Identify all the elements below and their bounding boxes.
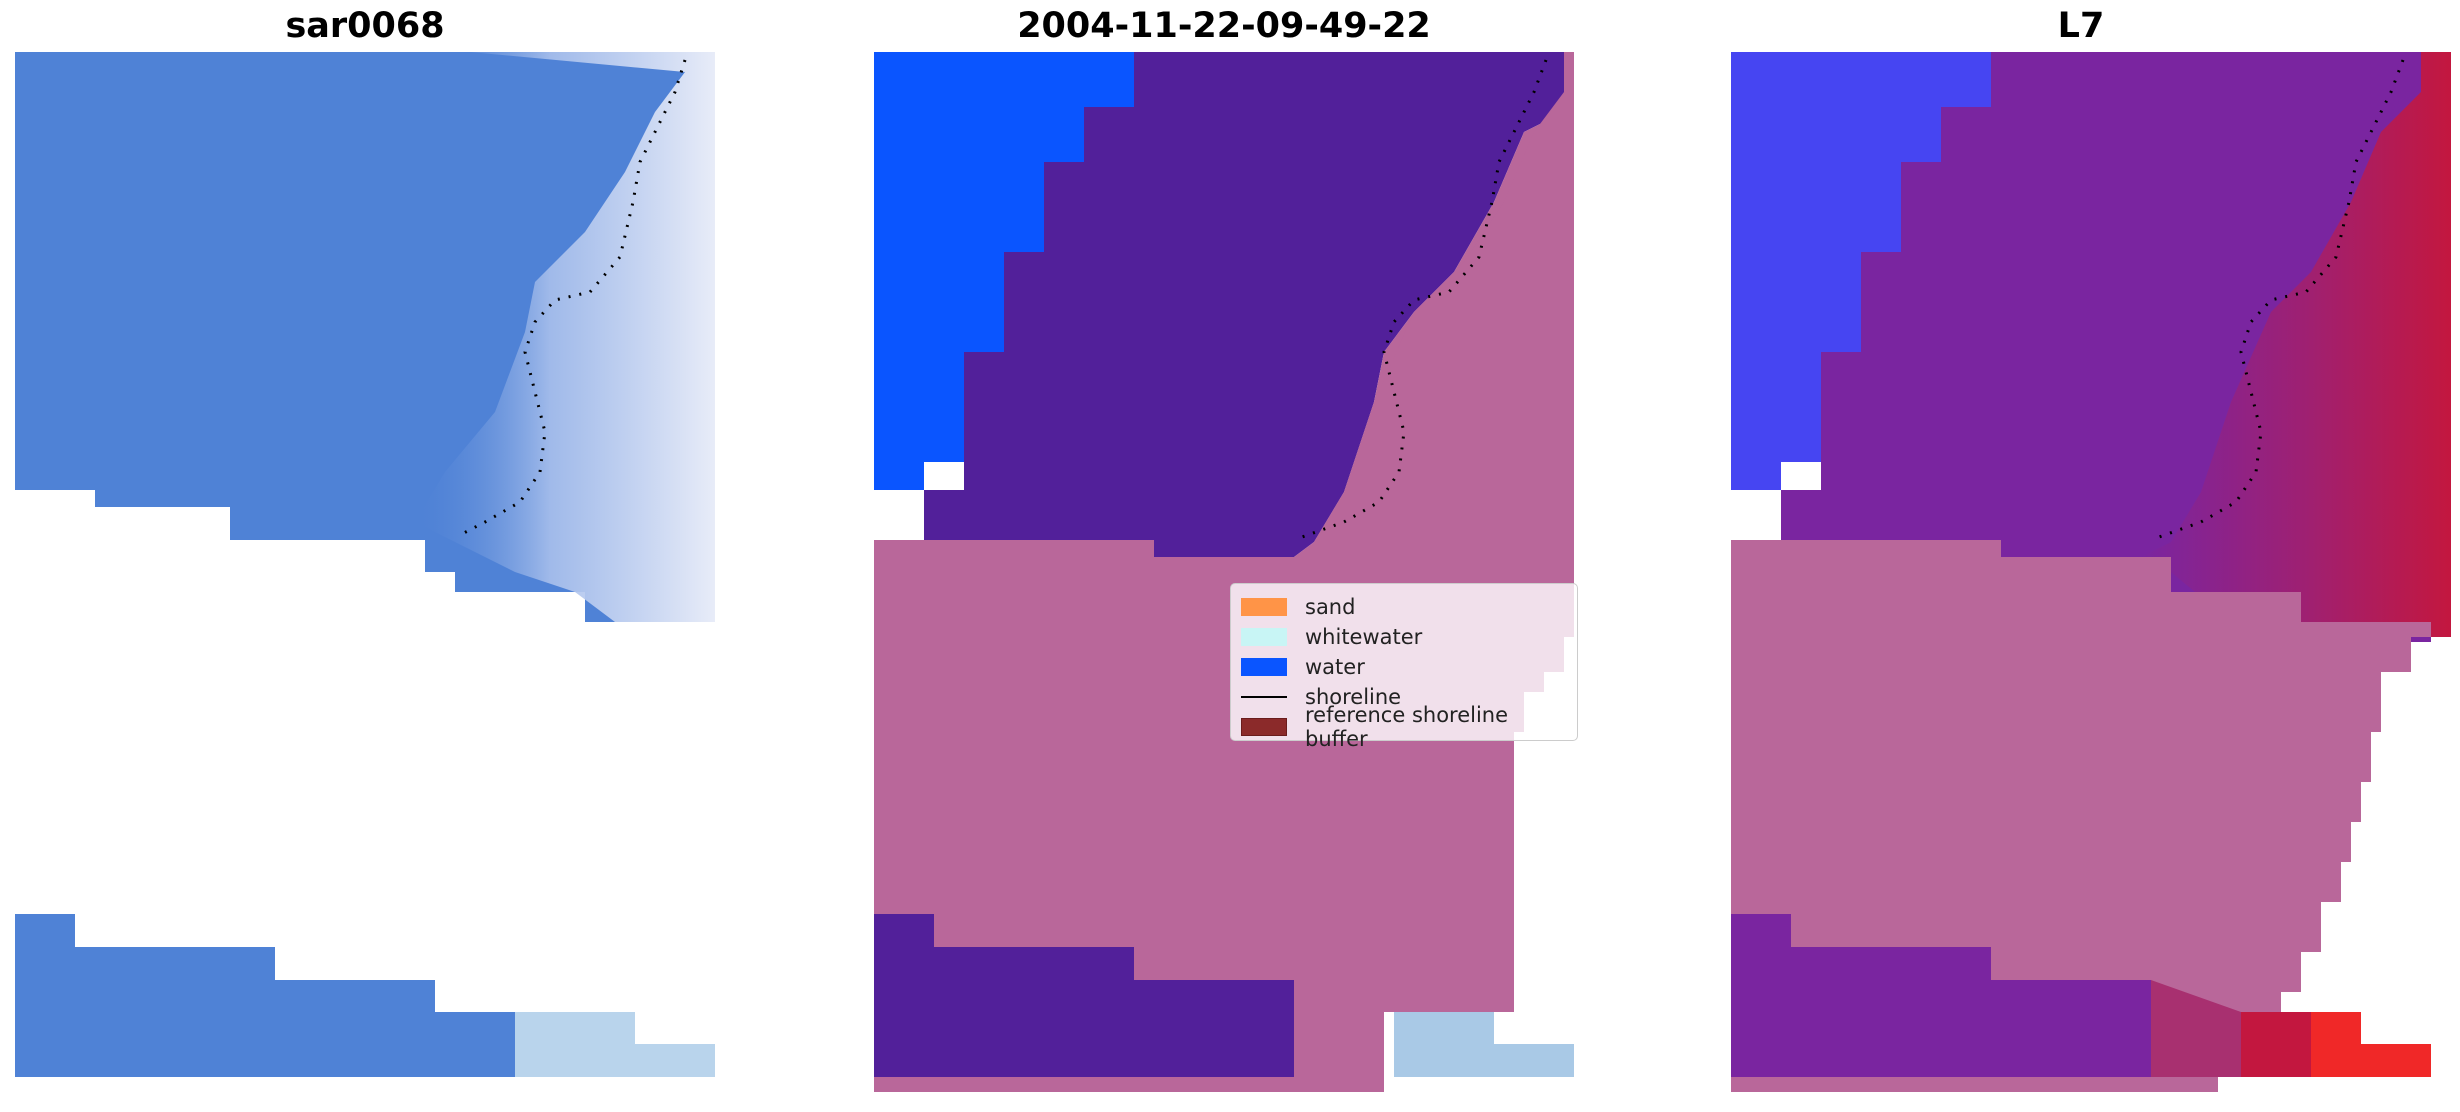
l7-lower-sea xyxy=(1731,914,2151,1077)
l7-index-panel xyxy=(1731,52,2451,1092)
legend-swatch-reference-buffer xyxy=(1241,718,1287,736)
l7-bottom-strip xyxy=(1731,1077,2218,1092)
legend-item-sand: sand xyxy=(1241,592,1567,622)
panel-title-rgb: sar0068 xyxy=(285,6,445,46)
legend-swatch-sand xyxy=(1241,598,1287,616)
class-land-overlay xyxy=(874,92,1574,1012)
legend-swatch-whitewater xyxy=(1241,628,1287,646)
classification-panel xyxy=(874,52,1574,1092)
legend-label-sand: sand xyxy=(1305,595,1356,619)
legend-item-shoreline: shoreline xyxy=(1241,682,1567,712)
l7-lower-land-bright xyxy=(2311,982,2431,1077)
class-sea-lower xyxy=(874,914,1294,1077)
rgb-image-panel xyxy=(15,52,715,1077)
l7-buffer-overlay xyxy=(1731,540,2431,1012)
panel-title-classification: 2004-11-22-09-49-22 xyxy=(1017,6,1431,46)
l7-land-area xyxy=(2141,52,2451,637)
legend-label-shoreline: shoreline xyxy=(1305,685,1402,709)
class-whitewater-lower xyxy=(1394,1012,1574,1077)
class-sea-overlay xyxy=(924,52,1564,557)
legend-label-whitewater: whitewater xyxy=(1305,625,1423,649)
legend-swatch-shoreline xyxy=(1241,696,1287,698)
legend-item-water: water xyxy=(1241,652,1567,682)
l7-lower-transition xyxy=(2151,980,2241,1077)
panel-title-l7: L7 xyxy=(2057,6,2105,46)
legend-item-whitewater: whitewater xyxy=(1241,622,1567,652)
legend: sand whitewater water shoreline referenc… xyxy=(1230,583,1578,751)
legend-label-reference-buffer: reference shoreline buffer xyxy=(1305,703,1509,751)
legend-swatch-water xyxy=(1241,658,1287,676)
legend-label-water: water xyxy=(1305,655,1365,679)
legend-item-reference-buffer: reference shoreline buffer xyxy=(1241,703,1567,751)
rgb-lower-whitewater xyxy=(515,1012,715,1077)
rgb-whitewater-area xyxy=(415,52,715,622)
class-bottom-strip xyxy=(874,1077,1361,1092)
